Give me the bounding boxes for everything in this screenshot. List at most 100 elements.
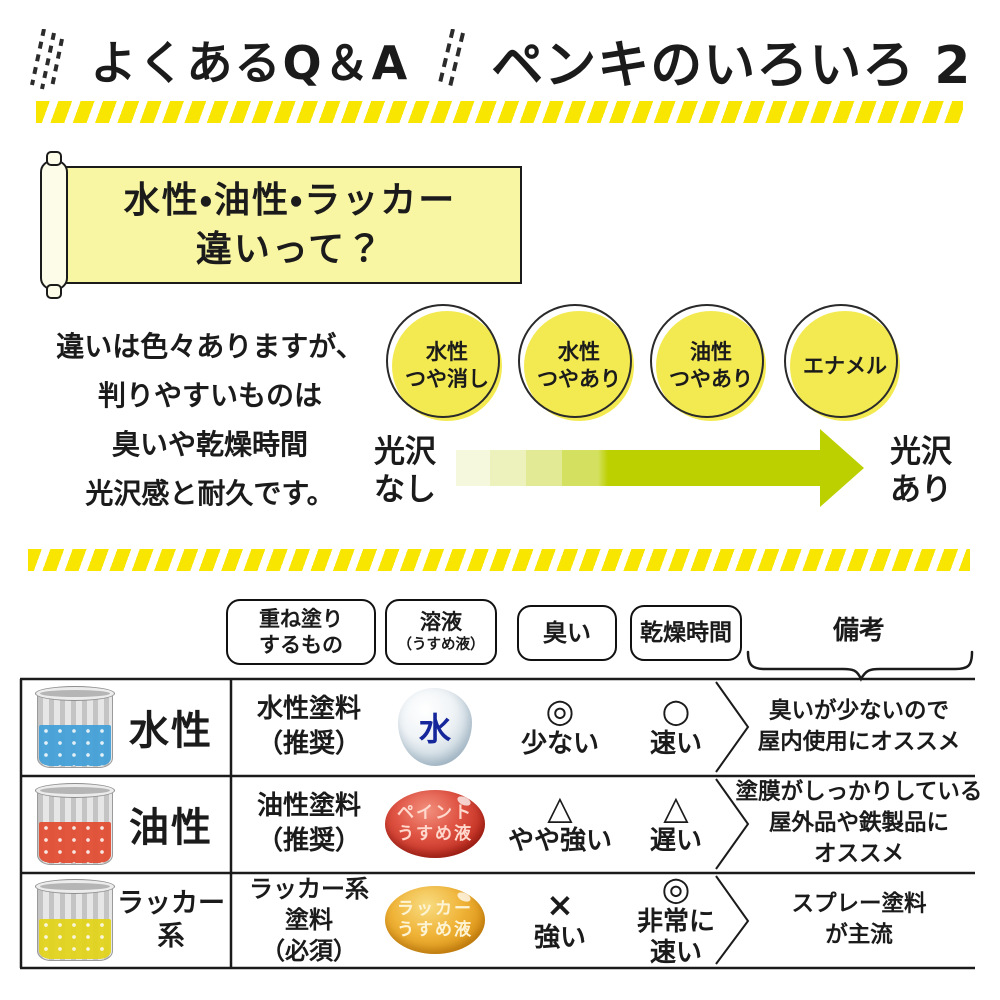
header-line: （うすめ液） xyxy=(397,637,485,653)
gloss-circle-suisei-matte: 水性 つや消し xyxy=(386,304,502,421)
solvent-cell: ラッカー うすめ液 xyxy=(385,872,485,968)
column-header-dry-time: 乾燥時間 xyxy=(630,605,742,661)
rating-mark: ○ xyxy=(661,691,691,730)
label-line: 光沢 xyxy=(890,434,952,470)
rating-text: 非常に xyxy=(636,907,715,937)
circle-label: つやあり xyxy=(537,367,621,391)
remark-line: 屋外品や鉄製品に xyxy=(768,810,949,836)
recoat-line: （推奨） xyxy=(256,728,361,759)
column-header-smell: 臭い xyxy=(517,605,617,661)
column-header-solvent: 溶液 （うすめ液） xyxy=(385,599,497,665)
circle-label: 水性 xyxy=(558,340,600,364)
remark-line: 塗膜がしっかりしている xyxy=(735,779,983,805)
intro-text: 違いは色々ありますが、 判りやすいものは 臭いや乾燥時間 光沢感と耐久です。 xyxy=(45,322,375,518)
header-line: 臭い xyxy=(543,619,591,647)
scroll-pole-icon xyxy=(40,160,68,290)
recoat-cell: ラッカー系 塗料 （必須） xyxy=(236,872,382,968)
solvent-label: うすめ液 xyxy=(397,823,473,844)
type-line: 油性 xyxy=(129,804,213,851)
question-line-1: 水性・油性・ラッカー xyxy=(123,180,457,221)
column-header-remarks: 備考 xyxy=(832,616,885,646)
recoat-cell: 油性塗料 （推奨） xyxy=(236,775,382,872)
header: よくあるQ＆A ペンキのいろいろ 2 xyxy=(0,24,1000,96)
rating-mark: △ xyxy=(663,788,689,827)
rating-text: やや強い xyxy=(507,826,612,856)
dry-time-cell: △ 遅い xyxy=(617,775,735,872)
column-header-recoat: 重ね塗り するもの xyxy=(226,599,376,665)
table-row-lacquer: ラッカー 系 ラッカー系 塗料 （必須） ラッカー うすめ液 × 強い ◎ 非常… xyxy=(0,871,1000,969)
circle-label: 水性 xyxy=(426,340,468,364)
rating-mark: ◎ xyxy=(545,691,575,730)
rating-mark: △ xyxy=(547,788,573,827)
circle-label: 油性 xyxy=(690,340,732,364)
question-banner: 水性・油性・ラッカー 違いって？ xyxy=(58,166,522,284)
gloss-circle-suisei-gloss: 水性 つやあり xyxy=(518,304,634,421)
circle-label: つやあり xyxy=(669,367,753,391)
gloss-yes-label: 光沢 あり xyxy=(876,433,966,509)
gloss-gradient-arrow-head xyxy=(820,429,864,507)
recoat-line: 塗料 xyxy=(285,905,333,934)
rating-text: 強い xyxy=(533,922,586,953)
hazard-stripe-divider xyxy=(36,101,963,123)
scroll-knob-icon xyxy=(46,284,62,299)
header-line: 乾燥時間 xyxy=(640,620,732,646)
header-line: 重ね塗り xyxy=(259,607,343,631)
row-type-label: ラッカー 系 xyxy=(112,872,230,968)
table-row-water-based: 水性 水性塗料 （推奨） 水 ◎ 少ない ○ 速い 臭いが少ないので 屋内使用に… xyxy=(0,678,1000,775)
solvent-cell: ペイント うすめ液 xyxy=(385,775,485,872)
rating-mark: × xyxy=(546,884,574,924)
remark-line: が主流 xyxy=(825,922,893,948)
header-line: 溶液 xyxy=(420,610,462,634)
type-line: 水性 xyxy=(129,707,213,754)
page-title: ペンキのいろいろ 2 xyxy=(491,35,972,96)
intro-line: 光沢感と耐久です。 xyxy=(85,477,335,510)
recoat-cell: 水性塗料 （推奨） xyxy=(236,678,382,775)
remark-line: オススメ xyxy=(813,841,904,867)
gloss-gradient-arrow-body xyxy=(456,450,822,486)
type-line: ラッカー xyxy=(117,888,225,919)
remarks-cell: 臭いが少ないので 屋内使用にオススメ xyxy=(740,678,978,775)
water-drop-icon: 水 xyxy=(398,687,472,766)
rating-text: 速い xyxy=(649,938,702,968)
row-type-label: 油性 xyxy=(112,775,230,872)
qa-label: よくあるQ＆A xyxy=(90,36,410,90)
header-line: するもの xyxy=(259,633,343,657)
paint-can-icon-yellow xyxy=(35,872,115,968)
scroll-knob-icon xyxy=(46,151,62,166)
dry-time-cell: ◎ 非常に 速い xyxy=(617,871,735,969)
recoat-line: 水性塗料 xyxy=(256,693,361,724)
type-line: 系 xyxy=(157,921,185,952)
smell-cell: × 強い xyxy=(500,872,620,968)
solvent-label: ペイント xyxy=(397,802,473,823)
dashed-slashes-icon xyxy=(30,29,65,90)
circle-label: エナメル xyxy=(803,353,887,378)
paint-thinner-blob-icon: ペイント うすめ液 xyxy=(385,789,485,858)
paint-can-icon-blue xyxy=(35,678,115,775)
smell-cell: ◎ 少ない xyxy=(500,678,620,775)
remark-line: 臭いが少ないので xyxy=(768,697,949,724)
dashed-slashes-icon xyxy=(437,29,466,91)
gloss-none-label: 光沢 なし xyxy=(360,433,450,509)
gloss-circle-yusei-gloss: 油性 つやあり xyxy=(650,304,766,421)
solvent-label: 水 xyxy=(418,709,451,748)
smell-cell: △ やや強い xyxy=(500,775,620,872)
lacquer-thinner-blob-icon: ラッカー うすめ液 xyxy=(385,886,485,954)
intro-line: 臭いや乾燥時間 xyxy=(111,428,308,461)
solvent-label: ラッカー xyxy=(397,899,473,919)
remark-line: 屋内使用にオススメ xyxy=(757,728,961,755)
circle-label: つや消し xyxy=(405,367,489,391)
intro-line: 判りやすいものは xyxy=(97,379,322,412)
recoat-line: （推奨） xyxy=(256,825,361,856)
paint-can-icon-red xyxy=(35,775,115,872)
label-line: 光沢 xyxy=(374,434,436,470)
recoat-line: 油性塗料 xyxy=(256,790,361,821)
rating-text: 速い xyxy=(649,729,702,759)
intro-line: 違いは色々ありますが、 xyxy=(56,330,364,363)
recoat-line: （必須） xyxy=(261,936,357,965)
rating-text: 少ない xyxy=(520,729,599,759)
solvent-label: うすめ液 xyxy=(397,920,473,940)
label-line: あり xyxy=(890,472,952,508)
solvent-cell: 水 xyxy=(385,678,485,775)
recoat-line: ラッカー系 xyxy=(249,874,369,903)
